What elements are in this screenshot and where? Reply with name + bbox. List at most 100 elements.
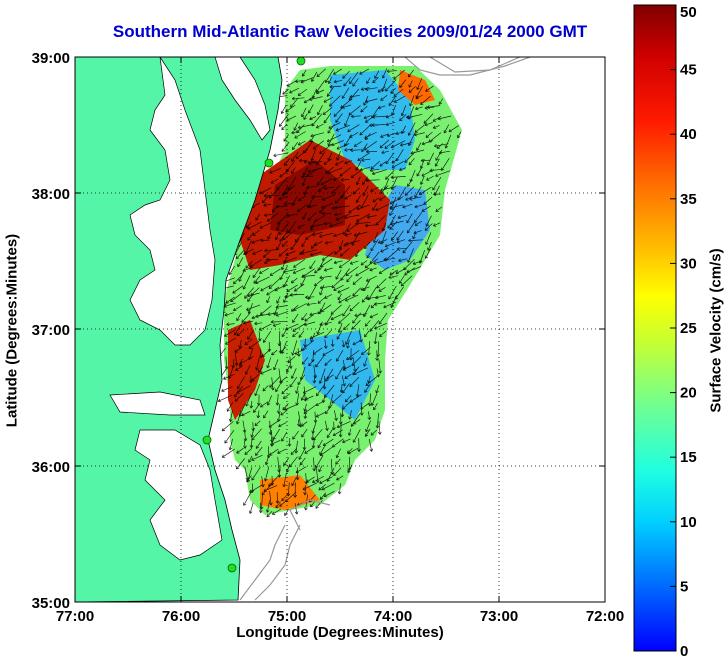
velocity-arrow — [351, 356, 362, 367]
velocity-arrow — [303, 188, 308, 195]
velocity-arrow — [390, 140, 406, 149]
velocity-arrow — [287, 438, 292, 447]
velocity-arrow — [332, 177, 341, 182]
velocity-arrow — [364, 131, 377, 139]
velocity-arrow — [344, 232, 352, 237]
velocity-arrow — [346, 274, 353, 283]
velocity-arrow — [400, 275, 413, 287]
velocity-arrow — [274, 283, 288, 292]
velocity-arrow — [389, 220, 398, 230]
velocity-arrow — [324, 329, 332, 339]
velocity-arrow — [298, 448, 306, 460]
velocity-arrow — [281, 492, 290, 502]
velocity-arrow — [291, 476, 298, 487]
velocity-arrow — [383, 257, 396, 262]
velocity-arrow — [301, 69, 307, 77]
velocity-arrow — [290, 277, 298, 284]
velocity-arrow — [365, 178, 380, 183]
velocity-arrow — [303, 160, 315, 164]
velocity-arrow — [316, 176, 324, 186]
velocity-arrow — [238, 339, 242, 349]
velocity-arrow — [331, 394, 342, 404]
velocity-arrow — [221, 386, 233, 392]
velocity-arrow — [232, 285, 244, 294]
velocity-arrow — [278, 422, 287, 428]
velocity-arrow — [373, 332, 378, 345]
velocity-arrow — [386, 69, 397, 74]
velocity-arrow — [326, 86, 334, 97]
velocity-arrow — [337, 287, 350, 294]
velocity-arrow — [324, 404, 333, 415]
velocity-arrow — [294, 131, 306, 139]
velocity-arrow — [287, 221, 296, 234]
velocity-arrow — [310, 251, 323, 257]
velocity-arrow — [332, 429, 343, 437]
velocity-arrow — [389, 269, 398, 276]
velocity-arrow — [276, 204, 287, 209]
velocity-arrow — [348, 105, 361, 116]
velocity-arrow — [306, 185, 317, 190]
velocity-arrow — [384, 241, 396, 248]
velocity-arrow — [318, 184, 326, 192]
velocity-arrow — [378, 196, 386, 201]
velocity-arrow — [301, 249, 317, 255]
colorbar-tick-label: 0 — [680, 643, 688, 659]
velocity-arrow — [307, 167, 323, 174]
velocity-arrow — [336, 420, 351, 429]
velocity-arrow — [395, 131, 406, 136]
velocity-arrow — [251, 373, 260, 382]
velocity-arrow — [388, 95, 397, 107]
delaware-bay — [214, 57, 271, 141]
velocity-arrow — [346, 350, 360, 361]
velocity-arrow — [357, 152, 371, 162]
velocity-arrow — [297, 224, 306, 229]
velocity-arrow — [268, 277, 281, 289]
velocity-arrow — [289, 87, 300, 94]
velocity-arrow — [252, 249, 263, 255]
velocity-arrow — [425, 131, 433, 138]
velocity-arrow — [338, 312, 351, 324]
velocity-arrow — [283, 134, 289, 142]
velocity-arrow — [376, 368, 381, 378]
y-tick-label: 35:00 — [32, 595, 70, 612]
velocity-arrow — [269, 167, 281, 174]
velocity-arrow — [438, 150, 451, 155]
velocity-arrow — [337, 293, 342, 301]
velocity-arrow — [321, 251, 335, 261]
velocity-arrow — [448, 125, 459, 133]
velocity-arrow — [258, 502, 263, 514]
velocity-arrow — [353, 367, 368, 376]
velocity-arrow — [378, 266, 390, 274]
velocity-arrow — [239, 356, 254, 365]
velocity-arrow — [301, 177, 307, 187]
velocity-arrow — [267, 312, 278, 316]
velocity-arrow — [363, 115, 371, 120]
velocity-arrow — [270, 439, 281, 446]
velocity-arrow — [275, 501, 281, 509]
velocity-arrow — [323, 96, 334, 103]
velocity-arrow — [369, 320, 380, 332]
velocity-arrow — [259, 323, 272, 331]
velocity-arrow — [283, 257, 298, 264]
velocity-arrow — [426, 175, 434, 181]
velocity-arrow — [280, 410, 287, 416]
velocity-arrow — [424, 248, 432, 259]
velocity-arrow — [277, 448, 287, 454]
radar-stations — [202, 57, 306, 573]
velocity-arrow — [380, 94, 388, 101]
y-tick-label: 37:00 — [32, 322, 70, 339]
velocity-arrow — [393, 69, 406, 80]
velocity-arrow — [310, 221, 316, 231]
velocity-arrow — [270, 320, 287, 324]
velocity-vectors — [210, 68, 462, 518]
velocity-arrow — [404, 186, 415, 196]
velocity-arrow — [391, 158, 398, 164]
velocity-arrow — [279, 230, 289, 242]
velocity-arrow — [311, 195, 323, 199]
velocity-arrow — [234, 350, 239, 366]
velocity-arrow — [279, 222, 290, 236]
station-marker — [227, 563, 237, 573]
velocity-arrow — [399, 167, 407, 172]
velocity-arrow — [408, 86, 416, 93]
velocity-arrow — [360, 347, 371, 356]
